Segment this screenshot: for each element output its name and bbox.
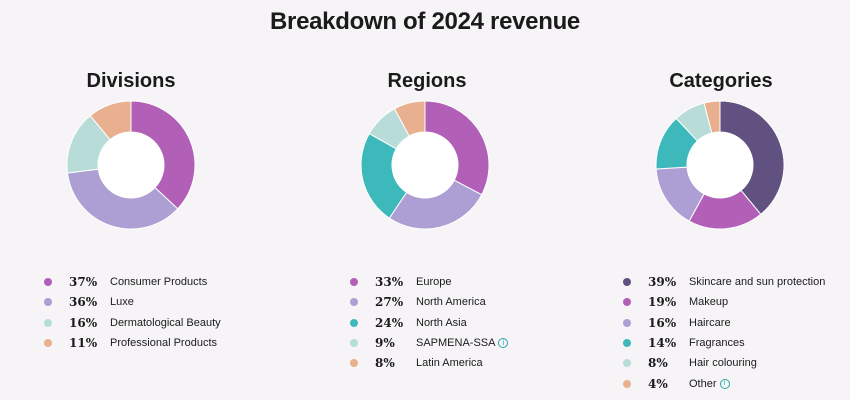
- categories-panel: Categories 39% Skincare and sun protectio…: [590, 0, 850, 400]
- legend-item: 36% Luxe: [44, 292, 221, 312]
- legend-label: Latin America: [416, 357, 483, 370]
- legend-swatch: [44, 339, 52, 348]
- donut-hole: [687, 132, 753, 198]
- legend-swatch: [44, 298, 52, 307]
- legend-percent: 11%: [69, 336, 98, 351]
- legend-label: Luxe: [110, 296, 134, 309]
- legend-label: Makeup: [689, 296, 729, 309]
- legend-percent: 27%: [375, 295, 404, 310]
- legend-percent: 39%: [648, 275, 677, 290]
- legend-percent: 4%: [648, 376, 668, 391]
- legend-swatch: [623, 298, 631, 307]
- donut-hole: [98, 132, 164, 198]
- legend-label: Professional Products: [110, 337, 217, 350]
- donut-hole: [392, 132, 458, 198]
- categories-donut-chart: [655, 100, 785, 230]
- legend-swatch: [623, 318, 631, 327]
- legend-swatch: [44, 318, 52, 327]
- legend-percent: 19%: [648, 295, 677, 310]
- legend-percent: 16%: [69, 315, 98, 330]
- legend-swatch: [44, 278, 52, 287]
- legend-label: Dermatological Beauty: [110, 316, 221, 329]
- legend-percent: 37%: [69, 275, 98, 290]
- legend-label: Haircare: [689, 316, 731, 329]
- legend-label: Other: [689, 377, 717, 390]
- divisions-donut-chart: [66, 100, 196, 230]
- regions-legend: 33% Europe 27% North America 24% North Asia 9%…: [350, 272, 509, 373]
- legend-item: 37% Consumer Products: [44, 272, 221, 292]
- legend-item: 16% Dermatological Beauty: [44, 313, 221, 333]
- legend-item: 39% Skincare and sun protection: [623, 272, 825, 292]
- legend-label: Fragrances: [689, 337, 745, 350]
- legend-swatch: [350, 359, 358, 368]
- divisions-panel: Divisions 37% Consumer Products 36% Luxe 16%…: [0, 0, 262, 400]
- legend-swatch: [350, 339, 358, 348]
- legend-label: North Asia: [416, 316, 467, 329]
- regions-donut-chart: [360, 100, 490, 230]
- legend-item: 9% SAPMENA-SSA i: [350, 333, 509, 353]
- legend-label: Europe: [416, 276, 452, 289]
- legend-item: 4% Other i: [623, 373, 825, 393]
- info-icon[interactable]: i: [719, 378, 730, 389]
- divisions-title: Divisions: [86, 70, 176, 92]
- legend-item: 8% Hair colouring: [623, 353, 825, 373]
- regions-title: Regions: [387, 70, 467, 92]
- legend-percent: 9%: [375, 336, 395, 351]
- page-title: Breakdown of 2024 revenue: [270, 8, 580, 35]
- info-icon[interactable]: i: [498, 338, 509, 349]
- legend-label: Consumer Products: [110, 276, 208, 289]
- legend-percent: 8%: [648, 356, 668, 371]
- legend-swatch: [350, 278, 358, 287]
- legend-item: 8% Latin America: [350, 353, 508, 373]
- legend-percent: 36%: [69, 295, 98, 310]
- legend-swatch: [350, 318, 358, 327]
- legend-item: 24% North Asia: [350, 313, 508, 333]
- legend-item: 16% Haircare: [623, 313, 825, 333]
- legend-label: Skincare and sun protection: [689, 276, 826, 289]
- legend-item: 19% Makeup: [623, 292, 825, 312]
- legend-item: 11% Professional Products: [44, 333, 221, 353]
- legend-item: 33% Europe: [350, 272, 508, 292]
- categories-legend: 39% Skincare and sun protection 19% Makeup 1…: [623, 272, 825, 394]
- legend-swatch: [623, 339, 631, 348]
- legend-swatch: [623, 379, 631, 388]
- legend-percent: 24%: [375, 315, 404, 330]
- legend-percent: 8%: [375, 356, 395, 371]
- legend-percent: 33%: [375, 275, 404, 290]
- legend-label: Hair colouring: [689, 357, 757, 370]
- legend-item: 14% Fragrances: [623, 333, 825, 353]
- divisions-legend: 37% Consumer Products 36% Luxe 16% Dermatolog…: [44, 272, 221, 353]
- legend-swatch: [623, 359, 631, 368]
- categories-title: Categories: [669, 70, 773, 92]
- legend-label: North America: [416, 296, 486, 309]
- legend-swatch: [350, 298, 358, 307]
- legend-swatch: [623, 278, 631, 287]
- legend-percent: 16%: [648, 315, 677, 330]
- regions-panel: Regions 33% Europe 27% North America 24% Nort…: [296, 0, 558, 400]
- legend-item: 27% North America: [350, 292, 508, 312]
- legend-label: SAPMENA-SSA: [416, 337, 496, 350]
- legend-percent: 14%: [648, 336, 677, 351]
